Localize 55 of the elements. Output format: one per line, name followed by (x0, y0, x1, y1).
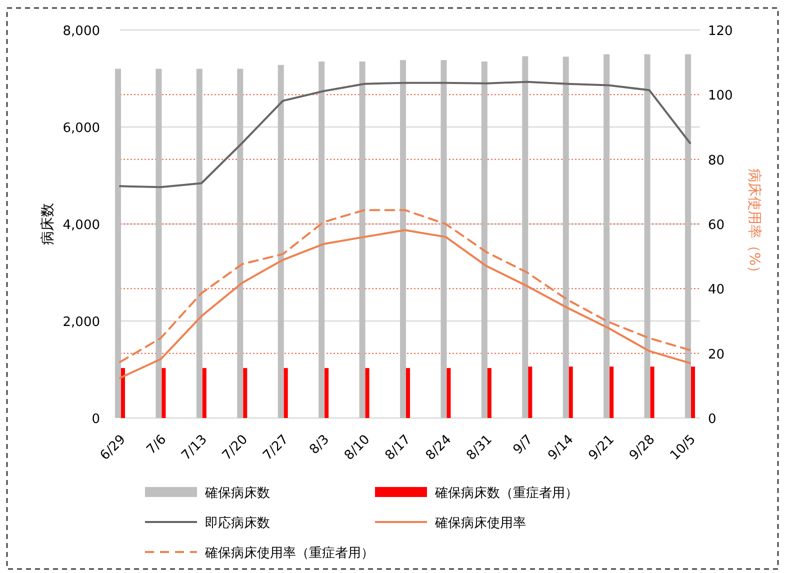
line-series (119, 80, 691, 188)
legend-label: 確保病床数 (204, 486, 270, 501)
x-tick-label: 8/3 (307, 432, 332, 458)
bar (604, 54, 610, 418)
bar (237, 68, 244, 418)
y-tick-label: 8,000 (62, 24, 100, 39)
bar (691, 366, 695, 418)
y2-tick-label: 0 (708, 412, 716, 427)
bar (440, 60, 447, 418)
bar (162, 368, 166, 418)
bar (562, 56, 569, 418)
bar (202, 368, 206, 418)
bar (610, 366, 614, 418)
y2-axis-title: 病床使用率（%） (746, 168, 762, 280)
bar (324, 368, 329, 418)
bar (243, 368, 248, 418)
bar (365, 368, 370, 418)
bar (644, 54, 650, 418)
bar (359, 62, 366, 418)
bar (115, 68, 121, 418)
bar (156, 68, 162, 418)
bar (284, 368, 288, 418)
legend-label: 確保病床使用率（重症者用） (204, 545, 374, 561)
y-tick-label: 2,000 (62, 315, 100, 330)
y-tick-label: 0 (92, 412, 100, 427)
bar (522, 56, 528, 418)
y2-tick-label: 20 (708, 347, 725, 362)
bar (650, 366, 654, 418)
x-tick-label: 7/6 (144, 432, 170, 458)
y2-tick-label: 100 (708, 88, 733, 104)
legend-label: 即応病床数 (205, 515, 270, 531)
bar (685, 54, 691, 418)
line-series (119, 229, 691, 379)
bar (481, 62, 488, 418)
y2-tick-label: 40 (708, 282, 725, 298)
line-series (119, 209, 691, 364)
legend-label: 確保病床数（重症者用） (434, 486, 578, 501)
y2-tick-label: 80 (708, 153, 725, 168)
bar (406, 368, 410, 418)
y-tick-label: 4,000 (62, 218, 100, 233)
bar (446, 368, 451, 418)
bar (568, 366, 573, 418)
bar (121, 368, 125, 418)
bar (400, 60, 406, 418)
y2-tick-label: 120 (708, 24, 733, 39)
bar (528, 366, 532, 418)
bar (487, 368, 492, 418)
y2-tick-label: 60 (708, 218, 725, 233)
x-tick-label: 9/7 (510, 432, 536, 458)
y-axis-title: 病床数 (40, 203, 56, 245)
bar (278, 64, 284, 418)
legend-label: 確保病床使用率 (434, 515, 526, 531)
bar (318, 62, 325, 418)
y-tick-label: 6,000 (62, 121, 100, 136)
bar (196, 68, 202, 418)
